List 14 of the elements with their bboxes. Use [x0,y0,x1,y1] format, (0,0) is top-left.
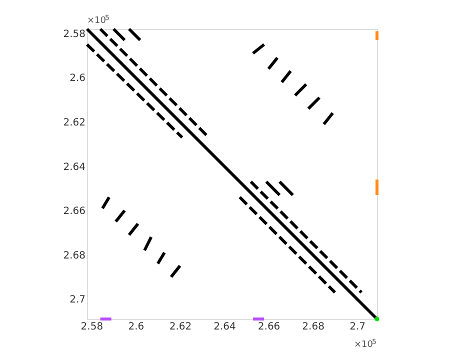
y-tick-label: 2.62 [63,117,86,128]
x-tick-label: 2.64 [214,322,236,332]
x-tick-label: 2.7 [350,322,366,332]
x-tick-label: 2.6 [128,322,144,332]
y-tick-label: 2.64 [63,162,86,173]
x-tick-label: 2.68 [302,322,324,332]
y-tick-label: 2.58 [63,28,86,40]
y-tick-label: 2.7 [70,294,86,306]
y-tick-label: 2.68 [63,250,86,262]
x-tick-label: 2.58 [80,322,104,332]
y-tick-label: 2.66 [63,206,86,218]
x-tick-label: 2.66 [258,322,280,332]
y-tick-label: 2.6 [70,73,86,84]
x-tick-label: 2.62 [169,322,192,332]
